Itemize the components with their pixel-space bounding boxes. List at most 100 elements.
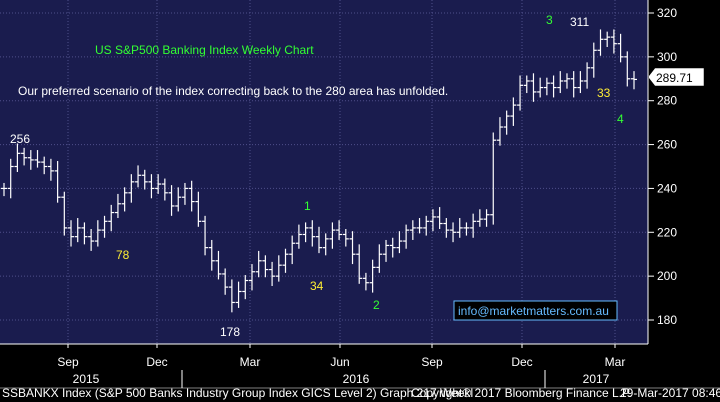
ohlc-bar — [389, 237, 396, 258]
ohlc-bar — [423, 215, 430, 236]
ohlc-bar — [557, 71, 564, 94]
ohlc-bar — [54, 161, 61, 203]
ohlc-bar — [68, 220, 75, 247]
ohlc-bar — [161, 178, 168, 201]
y-tick-label-300: 300 — [657, 50, 677, 64]
ohlc-bar — [610, 29, 617, 54]
ohlc-bar — [383, 239, 390, 262]
ohlc-bar — [94, 220, 101, 247]
ohlc-bar — [456, 218, 463, 238]
ohlc-bar — [61, 191, 68, 236]
ohlc-bar — [631, 71, 637, 90]
ohlc-bar — [302, 222, 309, 243]
ohlc-bar — [322, 233, 329, 256]
ohlc-bar — [523, 75, 530, 94]
ohlc-bar — [128, 174, 135, 203]
last-price-marker: 289.71 — [647, 67, 705, 87]
ohlc-bar — [436, 207, 443, 229]
ohlc-bar — [617, 33, 624, 63]
x-axis: Sep Dec Mar Jun Sep Dec Mar 2015 2016 2017 — [0, 343, 720, 389]
ohlc-bar — [510, 97, 517, 126]
ohlc-bar — [369, 259, 376, 293]
ohlc-bar — [530, 73, 537, 102]
x-year-label-2015: 2015 — [73, 372, 100, 386]
ohlc-bar — [141, 169, 148, 190]
footer-timestamp: 29-Mar-2017 08:46:35 — [620, 386, 720, 400]
ohlc-bar — [450, 222, 457, 243]
chart-subtitle: Our preferred scenario of the index corr… — [18, 84, 448, 98]
last-price-value: 289.71 — [656, 71, 693, 85]
y-tick-label-220: 220 — [657, 225, 677, 239]
annotation-wave-4: 4 — [617, 112, 624, 126]
y-tick-label-280: 280 — [657, 94, 677, 108]
grid-lines — [0, 0, 648, 344]
annotation-wave-2: 2 — [373, 298, 380, 312]
y-tick-label-240: 240 — [657, 181, 677, 195]
ohlc-bar — [255, 250, 262, 278]
ohlc-bar — [584, 62, 591, 89]
contact-email: info@marketmatters.com.au — [458, 304, 609, 318]
y-tick-label-200: 200 — [657, 269, 677, 283]
annotation-wave-3: 3 — [546, 13, 553, 27]
ohlc-bar — [409, 220, 416, 240]
ohlc-bar — [463, 222, 470, 236]
ohlc-bar — [537, 77, 544, 98]
ohlc-bar — [403, 224, 410, 249]
footer-copyright: Copyright® 2017 Bloomberg Finance L.P. — [411, 386, 632, 400]
ohlc-bar — [135, 165, 142, 188]
annotation-wave-34: 34 — [310, 279, 324, 293]
ohlc-bar — [208, 239, 215, 271]
ohlc-bar — [336, 220, 343, 240]
ohlc-bar — [114, 193, 121, 219]
chart-title: US S&P500 Banking Index Weekly Chart — [95, 43, 314, 57]
ohlc-bar — [597, 29, 604, 56]
ohlc-bar — [34, 150, 41, 168]
ohlc-bar — [342, 228, 349, 247]
ohlc-bar — [289, 235, 296, 265]
ohlc-bar — [21, 147, 28, 166]
ohlc-bar — [496, 117, 503, 146]
ohlc-bar — [121, 187, 128, 212]
ohlc-bar — [175, 187, 182, 212]
ohlc-bar — [27, 150, 34, 170]
ohlc-bar — [503, 110, 510, 135]
ohlc-bar — [624, 51, 631, 87]
ohlc-bar — [309, 220, 316, 247]
ohlc-bar — [543, 77, 550, 96]
ohlc-bar — [316, 226, 322, 254]
ohlc-bar — [490, 132, 497, 225]
ohlc-bar — [148, 174, 155, 199]
y-axis: 180 200 220 240 260 280 300 320 — [647, 0, 677, 344]
x-tick-label-4: Sep — [421, 355, 443, 369]
ohlc-bar — [215, 250, 222, 280]
footer-left: SSBANKX Index (S&P 500 Banks Industry Gr… — [2, 386, 473, 400]
ohlc-bar — [14, 143, 21, 172]
ohlc-bar — [262, 255, 269, 278]
ohlc-bar — [168, 185, 175, 216]
contact-email-box: info@marketmatters.com.au — [453, 300, 618, 321]
ohlc-bar — [188, 180, 195, 212]
ohlc-bar — [483, 209, 490, 227]
ohlc-bar — [429, 209, 436, 232]
ohlc-bar — [570, 71, 577, 98]
ohlc-bar — [195, 191, 202, 227]
x-tick-label-5: Dec — [511, 355, 532, 369]
ohlc-bar — [108, 204, 115, 232]
x-tick-label-3: Jun — [330, 355, 349, 369]
ohlc-bar — [155, 174, 162, 194]
annotation-178: 178 — [220, 325, 240, 339]
ohlc-bar — [1, 182, 7, 197]
ohlc-bar — [88, 228, 95, 251]
ohlc-bar — [269, 261, 276, 287]
ohlc-bar — [282, 248, 289, 273]
annotation-wave-1: 1 — [304, 199, 311, 213]
ohlc-bar — [101, 215, 108, 238]
ohlc-bar — [275, 255, 282, 282]
ohlc-bar — [590, 42, 597, 78]
ohlc-bar — [349, 231, 356, 265]
annotation-256: 256 — [10, 132, 30, 146]
ohlc-bar — [416, 218, 423, 234]
y-tick-label-180: 180 — [657, 313, 677, 327]
ohlc-bar — [202, 215, 209, 256]
